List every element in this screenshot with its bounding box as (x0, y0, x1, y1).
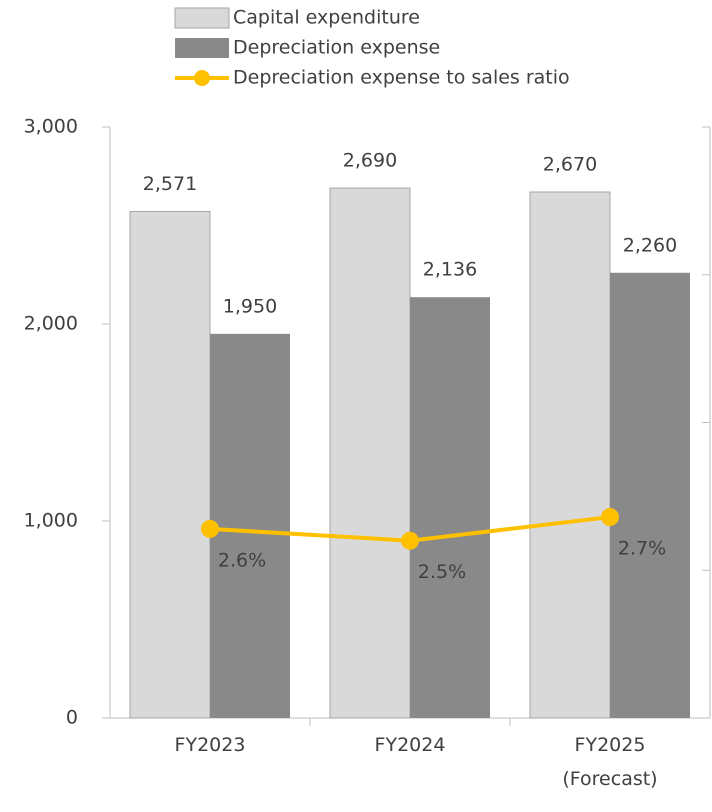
legend-label: Depreciation expense to sales ratio (233, 67, 570, 89)
bar (129, 211, 211, 719)
bar (210, 333, 290, 718)
x-tick-label: FY2025 (Forecast) (562, 734, 658, 790)
bar (410, 297, 490, 718)
x-tick-label: FY2023 (174, 734, 246, 756)
y-tick-label: 1,000 (24, 510, 78, 532)
bar-value-label: 2,571 (143, 173, 197, 195)
line-point (601, 508, 619, 527)
bar-value-label: 2,260 (623, 234, 677, 256)
x-tick-label: FY2024 (374, 734, 446, 756)
bar (329, 187, 411, 719)
y-tick-label: 3,000 (24, 116, 78, 138)
legend-swatch (174, 7, 230, 29)
bar-value-label: 2,670 (543, 154, 597, 176)
line-value-label: 2.6% (218, 549, 266, 571)
y-tick-label: 0 (66, 707, 78, 729)
line-value-label: 2.7% (618, 538, 666, 560)
bar-value-label: 2,136 (423, 259, 477, 281)
legend-swatch (175, 38, 229, 58)
legend-swatch (194, 70, 210, 86)
bar-value-label: 2,690 (343, 150, 397, 172)
bar-value-label: 1,950 (223, 295, 277, 317)
bar (610, 272, 690, 718)
legend-label: Depreciation expense (233, 37, 440, 59)
legend-label: Capital expenditure (233, 7, 420, 29)
bar (529, 191, 611, 719)
line-value-label: 2.5% (418, 561, 466, 583)
y-tick-label: 2,000 (24, 313, 78, 335)
line-point (401, 531, 419, 550)
line-point (201, 519, 219, 538)
